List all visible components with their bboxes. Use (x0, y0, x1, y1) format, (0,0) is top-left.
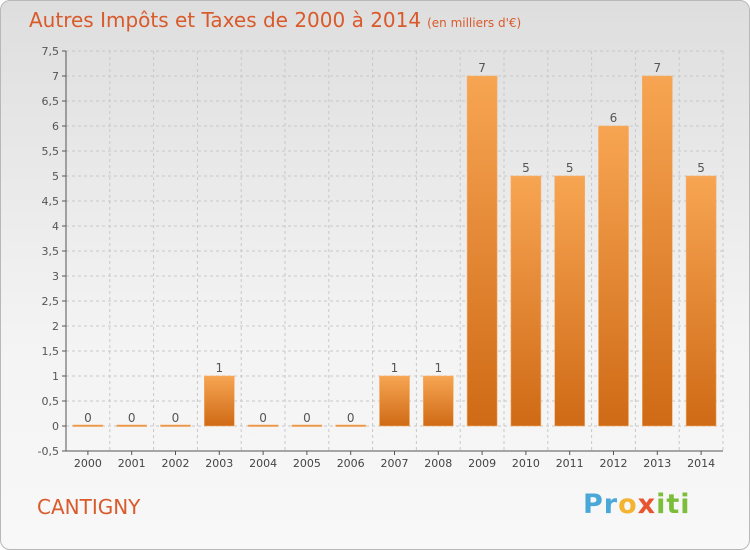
value-label: 5 (522, 161, 530, 175)
value-label: 0 (128, 411, 136, 425)
bar-2013 (641, 75, 673, 427)
x-tick-label: 2012 (600, 457, 628, 470)
y-tick-label: 6 (52, 120, 59, 133)
bar-2001 (116, 424, 147, 427)
bar-2003 (204, 375, 235, 427)
city-name: CANTIGNY (37, 495, 141, 519)
value-label: 1 (215, 361, 223, 375)
x-tick-label: 2010 (512, 457, 540, 470)
x-tick-label: 2011 (556, 457, 584, 470)
value-label: 0 (172, 411, 180, 425)
x-tick-label: 2009 (468, 457, 496, 470)
y-tick-label: 3 (52, 270, 59, 283)
y-tick-label: 5,5 (42, 145, 60, 158)
chart-title: Autres Impôts et Taxes de 2000 à 2014 (en… (29, 8, 521, 32)
y-tick-label: 3,5 (42, 245, 60, 258)
unit-note: (en milliers d'€) (427, 16, 522, 30)
y-tick-label: 7,5 (42, 45, 60, 58)
bar-2011 (554, 175, 586, 427)
x-tick-label: 2000 (74, 457, 102, 470)
x-tick-label: 2002 (162, 457, 190, 470)
x-tick-label: 2013 (643, 457, 671, 470)
proxiti-logo: Proxiti (583, 489, 691, 520)
x-tick-label: 2004 (249, 457, 277, 470)
x-tick-label: 2007 (381, 457, 409, 470)
value-label: 0 (84, 411, 92, 425)
x-tick-label: 2006 (337, 457, 365, 470)
bar-2007 (379, 375, 410, 427)
value-label: 0 (347, 411, 355, 425)
bar-2012 (598, 125, 629, 427)
y-tick-label: 1,5 (42, 345, 60, 358)
x-tick-label: 2005 (293, 457, 321, 470)
value-label: 0 (303, 411, 311, 425)
y-tick-label: 7 (52, 70, 59, 83)
bar-2002 (160, 424, 191, 427)
bar-2009 (466, 75, 498, 427)
bar-2008 (422, 375, 454, 427)
y-tick-label: 0,5 (42, 395, 60, 408)
x-tick-label: 2008 (424, 457, 452, 470)
value-label: 7 (653, 61, 661, 75)
y-tick-label: 4 (52, 220, 59, 233)
value-label: 5 (566, 161, 574, 175)
value-label: 1 (391, 361, 399, 375)
y-tick-label: 2,5 (42, 295, 60, 308)
x-tick-label: 2001 (118, 457, 146, 470)
bar-2005 (291, 424, 323, 427)
value-label: 5 (697, 161, 705, 175)
y-tick-label: 0 (52, 420, 59, 433)
bar-2000 (72, 424, 104, 427)
y-tick-label: 5 (52, 170, 59, 183)
y-tick-label: 4,5 (42, 195, 60, 208)
value-label: 0 (259, 411, 267, 425)
bar-2006 (335, 424, 367, 427)
x-tick-label: 2014 (687, 457, 715, 470)
value-label: 7 (478, 61, 486, 75)
bar-2010 (510, 175, 542, 427)
y-tick-label: -0,5 (38, 445, 59, 458)
value-label: 1 (434, 361, 442, 375)
bar-2004 (247, 424, 279, 427)
y-tick-label: 6,5 (42, 95, 60, 108)
value-label: 6 (610, 111, 618, 125)
x-tick-label: 2003 (205, 457, 233, 470)
y-tick-label: 2 (52, 320, 59, 333)
bar-2014 (685, 175, 717, 427)
title-text: Autres Impôts et Taxes de 2000 à 2014 (29, 8, 422, 32)
y-tick-label: 1 (52, 370, 59, 383)
